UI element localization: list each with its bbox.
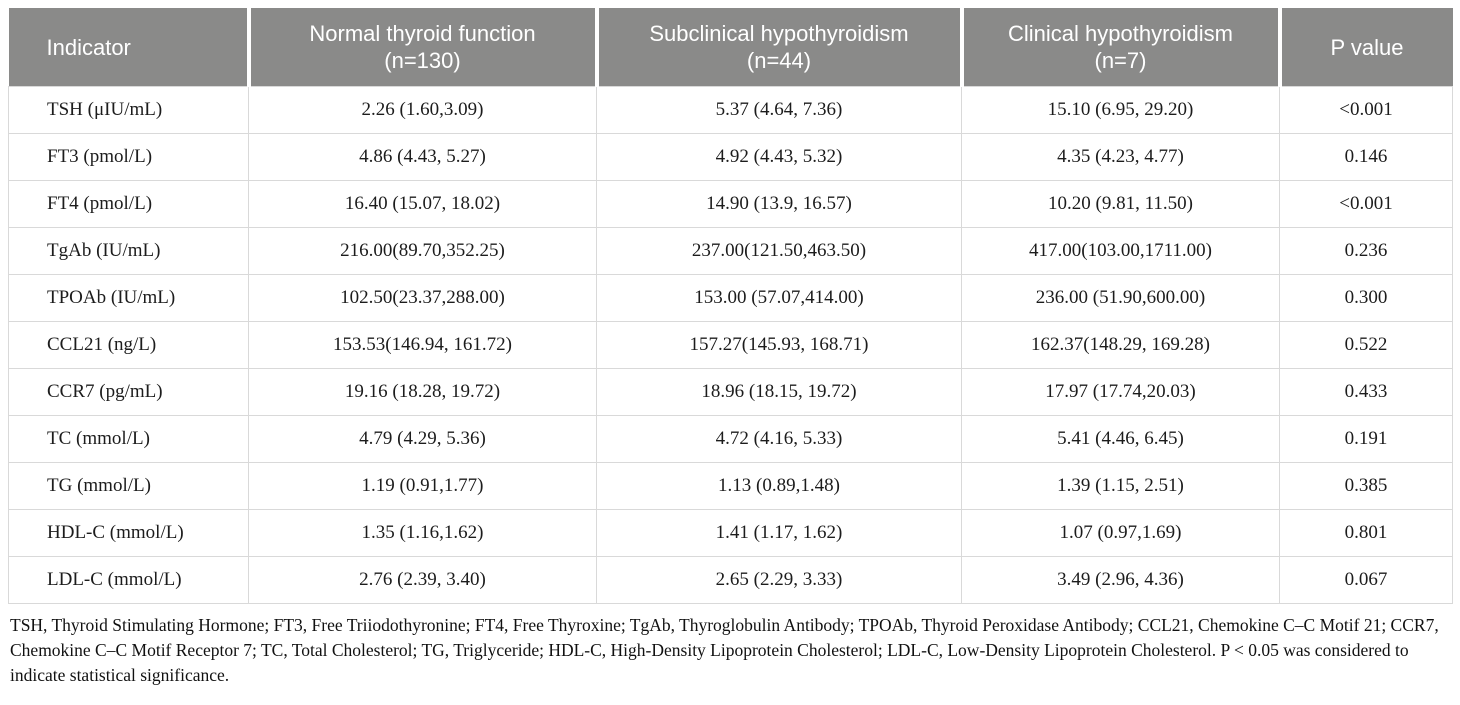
cell-indicator: CCL21 (ng/L) bbox=[8, 321, 249, 369]
column-header-label: Indicator bbox=[46, 34, 131, 60]
cell-pvalue: 0.522 bbox=[1279, 321, 1453, 369]
cell-subclinical: 2.65 (2.29, 3.33) bbox=[596, 556, 962, 604]
cell-subclinical: 157.27(145.93, 168.71) bbox=[596, 321, 962, 369]
cell-normal: 216.00(89.70,352.25) bbox=[248, 227, 597, 275]
column-header-pvalue: P value bbox=[1277, 8, 1453, 87]
cell-normal: 1.19 (0.91,1.77) bbox=[248, 462, 597, 510]
cell-pvalue: 0.300 bbox=[1279, 274, 1453, 322]
cell-subclinical: 1.13 (0.89,1.48) bbox=[596, 462, 962, 510]
column-header-label: Subclinical hypothyroidism bbox=[649, 21, 909, 46]
cell-clinical: 15.10 (6.95, 29.20) bbox=[961, 86, 1280, 134]
cell-clinical: 5.41 (4.46, 6.45) bbox=[961, 415, 1280, 463]
cell-indicator: CCR7 (pg/mL) bbox=[8, 368, 249, 416]
table-row: TgAb (IU/mL) 216.00(89.70,352.25) 237.00… bbox=[8, 227, 1453, 275]
cell-clinical: 17.97 (17.74,20.03) bbox=[961, 368, 1280, 416]
cell-normal: 4.86 (4.43, 5.27) bbox=[248, 133, 597, 181]
table-row: FT4 (pmol/L) 16.40 (15.07, 18.02) 14.90 … bbox=[8, 180, 1453, 228]
table-row: LDL-C (mmol/L) 2.76 (2.39, 3.40) 2.65 (2… bbox=[8, 556, 1453, 604]
table-row: FT3 (pmol/L) 4.86 (4.43, 5.27) 4.92 (4.4… bbox=[8, 133, 1453, 181]
cell-normal: 19.16 (18.28, 19.72) bbox=[248, 368, 597, 416]
column-header-label: Clinical hypothyroidism bbox=[1008, 21, 1233, 46]
table-row: TSH (μIU/mL) 2.26 (1.60,3.09) 5.37 (4.64… bbox=[8, 86, 1453, 134]
table-row: TC (mmol/L) 4.79 (4.29, 5.36) 4.72 (4.16… bbox=[8, 415, 1453, 463]
table-row: TPOAb (IU/mL) 102.50(23.37,288.00) 153.0… bbox=[8, 274, 1453, 322]
cell-pvalue: 0.385 bbox=[1279, 462, 1453, 510]
table-row: TG (mmol/L) 1.19 (0.91,1.77) 1.13 (0.89,… bbox=[8, 462, 1453, 510]
column-header-label: P value bbox=[1330, 34, 1404, 60]
column-header-sublabel: (n=130) bbox=[384, 48, 461, 73]
cell-indicator: TPOAb (IU/mL) bbox=[8, 274, 249, 322]
table-row: HDL-C (mmol/L) 1.35 (1.16,1.62) 1.41 (1.… bbox=[8, 509, 1453, 557]
cell-subclinical: 4.92 (4.43, 5.32) bbox=[596, 133, 962, 181]
cell-normal: 2.76 (2.39, 3.40) bbox=[248, 556, 597, 604]
cell-pvalue: 0.236 bbox=[1279, 227, 1453, 275]
cell-indicator: LDL-C (mmol/L) bbox=[8, 556, 249, 604]
cell-subclinical: 153.00 (57.07,414.00) bbox=[596, 274, 962, 322]
cell-normal: 2.26 (1.60,3.09) bbox=[248, 86, 597, 134]
cell-pvalue: 0.801 bbox=[1279, 509, 1453, 557]
cell-clinical: 10.20 (9.81, 11.50) bbox=[961, 180, 1280, 228]
cell-pvalue: <0.001 bbox=[1279, 86, 1453, 134]
cell-normal: 1.35 (1.16,1.62) bbox=[248, 509, 597, 557]
data-table: Indicator Normal thyroid function (n=130… bbox=[8, 8, 1453, 604]
cell-clinical: 236.00 (51.90,600.00) bbox=[961, 274, 1280, 322]
column-header-sublabel: (n=7) bbox=[1094, 48, 1147, 73]
cell-subclinical: 14.90 (13.9, 16.57) bbox=[596, 180, 962, 228]
table-row: CCL21 (ng/L) 153.53(146.94, 161.72) 157.… bbox=[8, 321, 1453, 369]
column-header-normal: Normal thyroid function (n=130) bbox=[246, 8, 597, 87]
cell-subclinical: 18.96 (18.15, 19.72) bbox=[596, 368, 962, 416]
cell-clinical: 4.35 (4.23, 4.77) bbox=[961, 133, 1280, 181]
cell-clinical: 1.39 (1.15, 2.51) bbox=[961, 462, 1280, 510]
cell-indicator: TC (mmol/L) bbox=[8, 415, 249, 463]
cell-pvalue: 0.191 bbox=[1279, 415, 1453, 463]
column-header-label: Normal thyroid function bbox=[309, 21, 536, 46]
cell-indicator: FT3 (pmol/L) bbox=[8, 133, 249, 181]
cell-normal: 4.79 (4.29, 5.36) bbox=[248, 415, 597, 463]
column-header-clinical: Clinical hypothyroidism (n=7) bbox=[959, 8, 1280, 87]
cell-pvalue: <0.001 bbox=[1279, 180, 1453, 228]
cell-pvalue: 0.146 bbox=[1279, 133, 1453, 181]
cell-clinical: 417.00(103.00,1711.00) bbox=[961, 227, 1280, 275]
cell-subclinical: 4.72 (4.16, 5.33) bbox=[596, 415, 962, 463]
cell-subclinical: 237.00(121.50,463.50) bbox=[596, 227, 962, 275]
cell-indicator: TgAb (IU/mL) bbox=[8, 227, 249, 275]
cell-normal: 16.40 (15.07, 18.02) bbox=[248, 180, 597, 228]
cell-normal: 102.50(23.37,288.00) bbox=[248, 274, 597, 322]
cell-subclinical: 1.41 (1.17, 1.62) bbox=[596, 509, 962, 557]
column-header-sublabel: (n=44) bbox=[746, 48, 812, 73]
cell-pvalue: 0.433 bbox=[1279, 368, 1453, 416]
cell-indicator: TG (mmol/L) bbox=[8, 462, 249, 510]
column-header-indicator: Indicator bbox=[8, 8, 249, 87]
header-row: Indicator Normal thyroid function (n=130… bbox=[8, 8, 1453, 87]
cell-indicator: FT4 (pmol/L) bbox=[8, 180, 249, 228]
cell-indicator: HDL-C (mmol/L) bbox=[8, 509, 249, 557]
cell-clinical: 162.37(148.29, 169.28) bbox=[961, 321, 1280, 369]
cell-clinical: 1.07 (0.97,1.69) bbox=[961, 509, 1280, 557]
column-header-subclinical: Subclinical hypothyroidism (n=44) bbox=[594, 8, 962, 87]
footnote: TSH, Thyroid Stimulating Hormone; FT3, F… bbox=[10, 615, 1439, 685]
cell-normal: 153.53(146.94, 161.72) bbox=[248, 321, 597, 369]
table-row: CCR7 (pg/mL) 19.16 (18.28, 19.72) 18.96 … bbox=[8, 368, 1453, 416]
cell-clinical: 3.49 (2.96, 4.36) bbox=[961, 556, 1280, 604]
cell-subclinical: 5.37 (4.64, 7.36) bbox=[596, 86, 962, 134]
cell-pvalue: 0.067 bbox=[1279, 556, 1453, 604]
cell-indicator: TSH (μIU/mL) bbox=[8, 86, 249, 134]
